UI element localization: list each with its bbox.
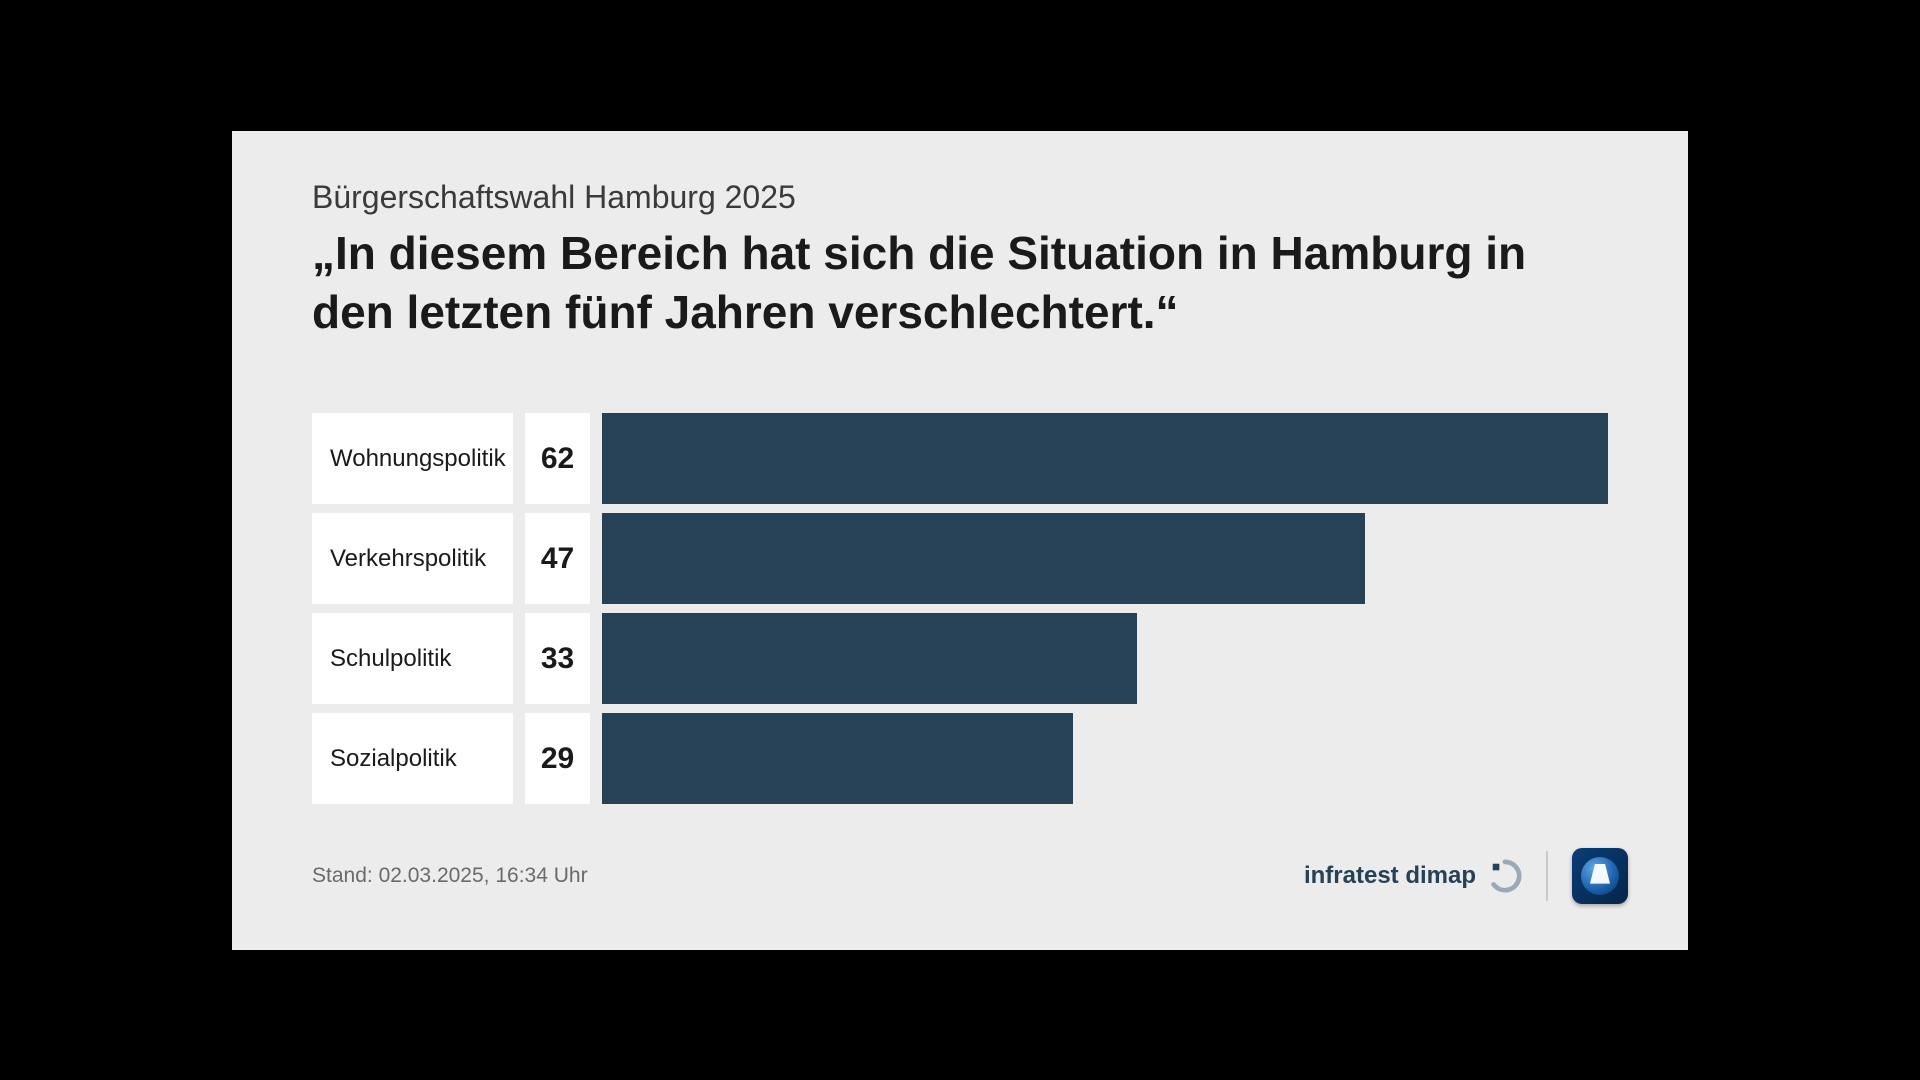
- bar-track: [602, 713, 1608, 804]
- logo-divider: [1546, 851, 1548, 901]
- bar-fill: [602, 513, 1365, 604]
- chart-subtitle: Bürgerschaftswahl Hamburg 2025: [312, 179, 1608, 216]
- bar-value: 29: [525, 713, 590, 804]
- timestamp-label: Stand:: [312, 864, 373, 887]
- infratest-icon: [1488, 859, 1522, 893]
- bar-fill: [602, 413, 1608, 504]
- bar-track: [602, 513, 1608, 604]
- bar-row: Schulpolitik33: [312, 613, 1608, 704]
- bar-label: Verkehrspolitik: [312, 513, 513, 604]
- bar-row: Verkehrspolitik47: [312, 513, 1608, 604]
- bar-value: 47: [525, 513, 590, 604]
- infratest-text: infratest dimap: [1304, 862, 1476, 890]
- infratest-logo: infratest dimap: [1304, 859, 1522, 893]
- bar-fill: [602, 713, 1073, 804]
- bar-fill: [602, 613, 1137, 704]
- timestamp: Stand: 02.03.2025, 16:34 Uhr: [312, 864, 588, 888]
- bar-row: Wohnungspolitik62: [312, 413, 1608, 504]
- timestamp-value: 02.03.2025, 16:34 Uhr: [379, 864, 588, 887]
- bar-track: [602, 413, 1608, 504]
- ard-globe-icon: [1581, 857, 1619, 895]
- bar-track: [602, 613, 1608, 704]
- ard-logo: [1572, 848, 1628, 904]
- bar-value: 62: [525, 413, 590, 504]
- bar-row: Sozialpolitik29: [312, 713, 1608, 804]
- chart-title: „In diesem Bereich hat sich die Situatio…: [312, 224, 1592, 344]
- chart-footer: Stand: 02.03.2025, 16:34 Uhr infratest d…: [312, 848, 1628, 904]
- bar-value: 33: [525, 613, 590, 704]
- bar-label: Wohnungspolitik: [312, 413, 513, 504]
- footer-logos: infratest dimap: [1304, 848, 1628, 904]
- chart-container: Bürgerschaftswahl Hamburg 2025 „In diese…: [232, 131, 1688, 950]
- bar-label: Sozialpolitik: [312, 713, 513, 804]
- chart-area: Wohnungspolitik62Verkehrspolitik47Schulp…: [312, 413, 1608, 804]
- bar-label: Schulpolitik: [312, 613, 513, 704]
